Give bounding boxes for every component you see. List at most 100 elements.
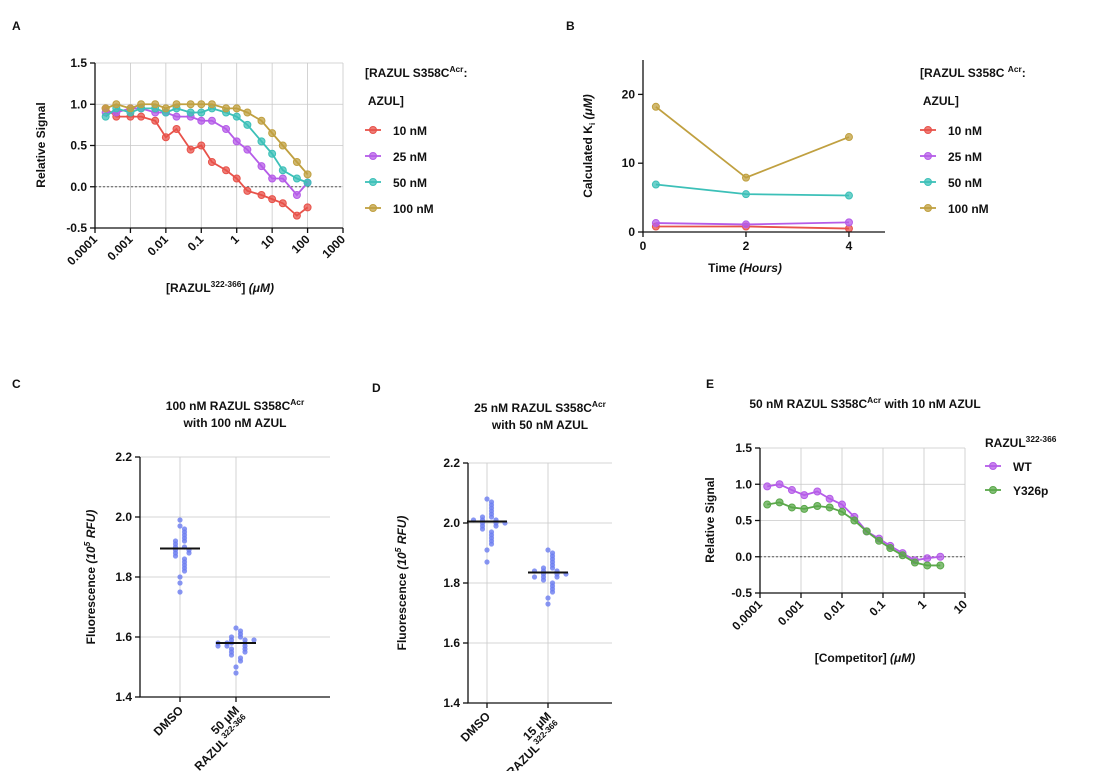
data-point: [237, 634, 244, 640]
data-point: [850, 516, 859, 525]
x-tick-label: 10: [951, 597, 971, 617]
y-axis-label: Fluorescence (105 RFU): [393, 516, 409, 651]
y-tick-label: 0.0: [70, 180, 87, 194]
text-part: 322-366: [1026, 434, 1057, 444]
data-point: [800, 504, 809, 513]
data-point: [741, 220, 750, 229]
data-point: [232, 137, 241, 146]
text-part: Time: [708, 261, 739, 275]
y-tick-label: 2.0: [443, 516, 460, 530]
legend-label: 25 nM: [948, 150, 982, 164]
x-tick-label: 1000: [319, 232, 348, 261]
x-tick-label: 50 μMRAZUL322-366: [182, 703, 253, 771]
x-tick-label: 0.1: [866, 597, 888, 619]
panel-letter: D: [372, 381, 381, 395]
y-tick-label: 0: [628, 225, 635, 239]
series-line: [655, 106, 850, 179]
x-axis-label: Time (Hours): [708, 261, 782, 275]
data-point: [303, 203, 312, 212]
x-tick-label: 10: [258, 232, 278, 252]
data-point: [800, 491, 809, 500]
panel-letter: B: [566, 19, 575, 33]
data-point: [292, 191, 301, 199]
data-point: [651, 219, 660, 228]
data-point: [161, 133, 170, 142]
x-tick-label: 0.0001: [729, 597, 765, 633]
data-point: [278, 174, 287, 183]
y-tick-label: 1.5: [735, 441, 752, 455]
text-part: :: [1022, 66, 1026, 80]
text-part: :: [463, 66, 467, 80]
data-point: [292, 174, 301, 183]
data-point: [137, 100, 146, 109]
data-point: [161, 104, 170, 113]
x-tick-label: 0.001: [104, 232, 135, 263]
data-point: [224, 643, 230, 649]
series-line: [767, 501, 941, 567]
data-point: [488, 514, 495, 520]
data-point: [787, 503, 796, 512]
data-point: [101, 112, 110, 121]
data-point: [303, 178, 312, 187]
text-part: Acr: [1008, 64, 1023, 74]
text-part: [RAZUL S358C: [920, 66, 1008, 80]
data-point: [222, 104, 231, 113]
data-point: [813, 487, 822, 496]
text-part: [Competitor]: [815, 651, 890, 665]
text-part: Acr: [592, 399, 607, 409]
data-point: [233, 670, 239, 676]
x-tick-label: 0.0001: [64, 232, 100, 268]
axis-line: [139, 457, 330, 698]
text-part: [RAZUL S358C: [365, 66, 450, 80]
text-part: Fluorescence: [84, 564, 98, 645]
data-point: [898, 551, 907, 560]
data-point: [936, 561, 945, 570]
data-point: [268, 174, 277, 183]
data-point: [243, 186, 252, 195]
legend-title: [RAZUL S358C Acr: AZUL]: [920, 64, 1026, 108]
data-point: [126, 104, 135, 113]
x-tick-label: 0.1: [185, 232, 207, 254]
text-part: 5: [393, 547, 403, 552]
data-point: [243, 145, 252, 154]
panel-letter: A: [12, 19, 21, 33]
series-line: [655, 183, 849, 197]
data-point: [844, 133, 853, 142]
data-point: [207, 100, 216, 109]
data-point: [228, 652, 235, 658]
legend-marker: [989, 462, 997, 470]
y-tick-label: 2.2: [115, 450, 132, 464]
y-tick-label: 1.6: [115, 630, 132, 644]
data-point: [838, 500, 846, 509]
y-tick-label: 0.5: [735, 514, 752, 528]
data-point: [197, 108, 206, 117]
legend-title: [RAZUL S358CAcr: AZUL]: [365, 64, 467, 108]
data-point: [545, 601, 551, 607]
legend-label: 10 nM: [948, 124, 982, 138]
text-part: 25 nM RAZUL S358C: [474, 401, 592, 415]
legend-label: WT: [1013, 460, 1032, 474]
y-tick-label: 1.0: [735, 477, 752, 491]
data-point: [233, 664, 239, 670]
text-part: Acr: [867, 395, 882, 405]
data-point: [172, 553, 179, 559]
text-part: (Hours): [739, 261, 782, 275]
data-point: [232, 112, 241, 121]
y-tick-label: 0.0: [735, 550, 752, 564]
legend-label: 100 nM: [393, 202, 434, 216]
text-part: (μM): [581, 94, 595, 119]
chart-title: 100 nM RAZUL S358CAcr with 100 nM AZUL: [166, 397, 305, 430]
data-point: [257, 137, 266, 146]
legend-marker: [924, 204, 932, 212]
data-point: [197, 100, 206, 109]
data-point: [278, 166, 287, 175]
x-tick-label: 1: [914, 597, 929, 612]
data-point: [292, 158, 301, 166]
text-part: 322-366: [211, 279, 242, 289]
data-point: [549, 589, 556, 595]
axis-line: [759, 448, 965, 594]
data-point: [278, 199, 287, 208]
y-tick-label: 0.5: [70, 139, 87, 153]
data-point: [222, 125, 231, 133]
